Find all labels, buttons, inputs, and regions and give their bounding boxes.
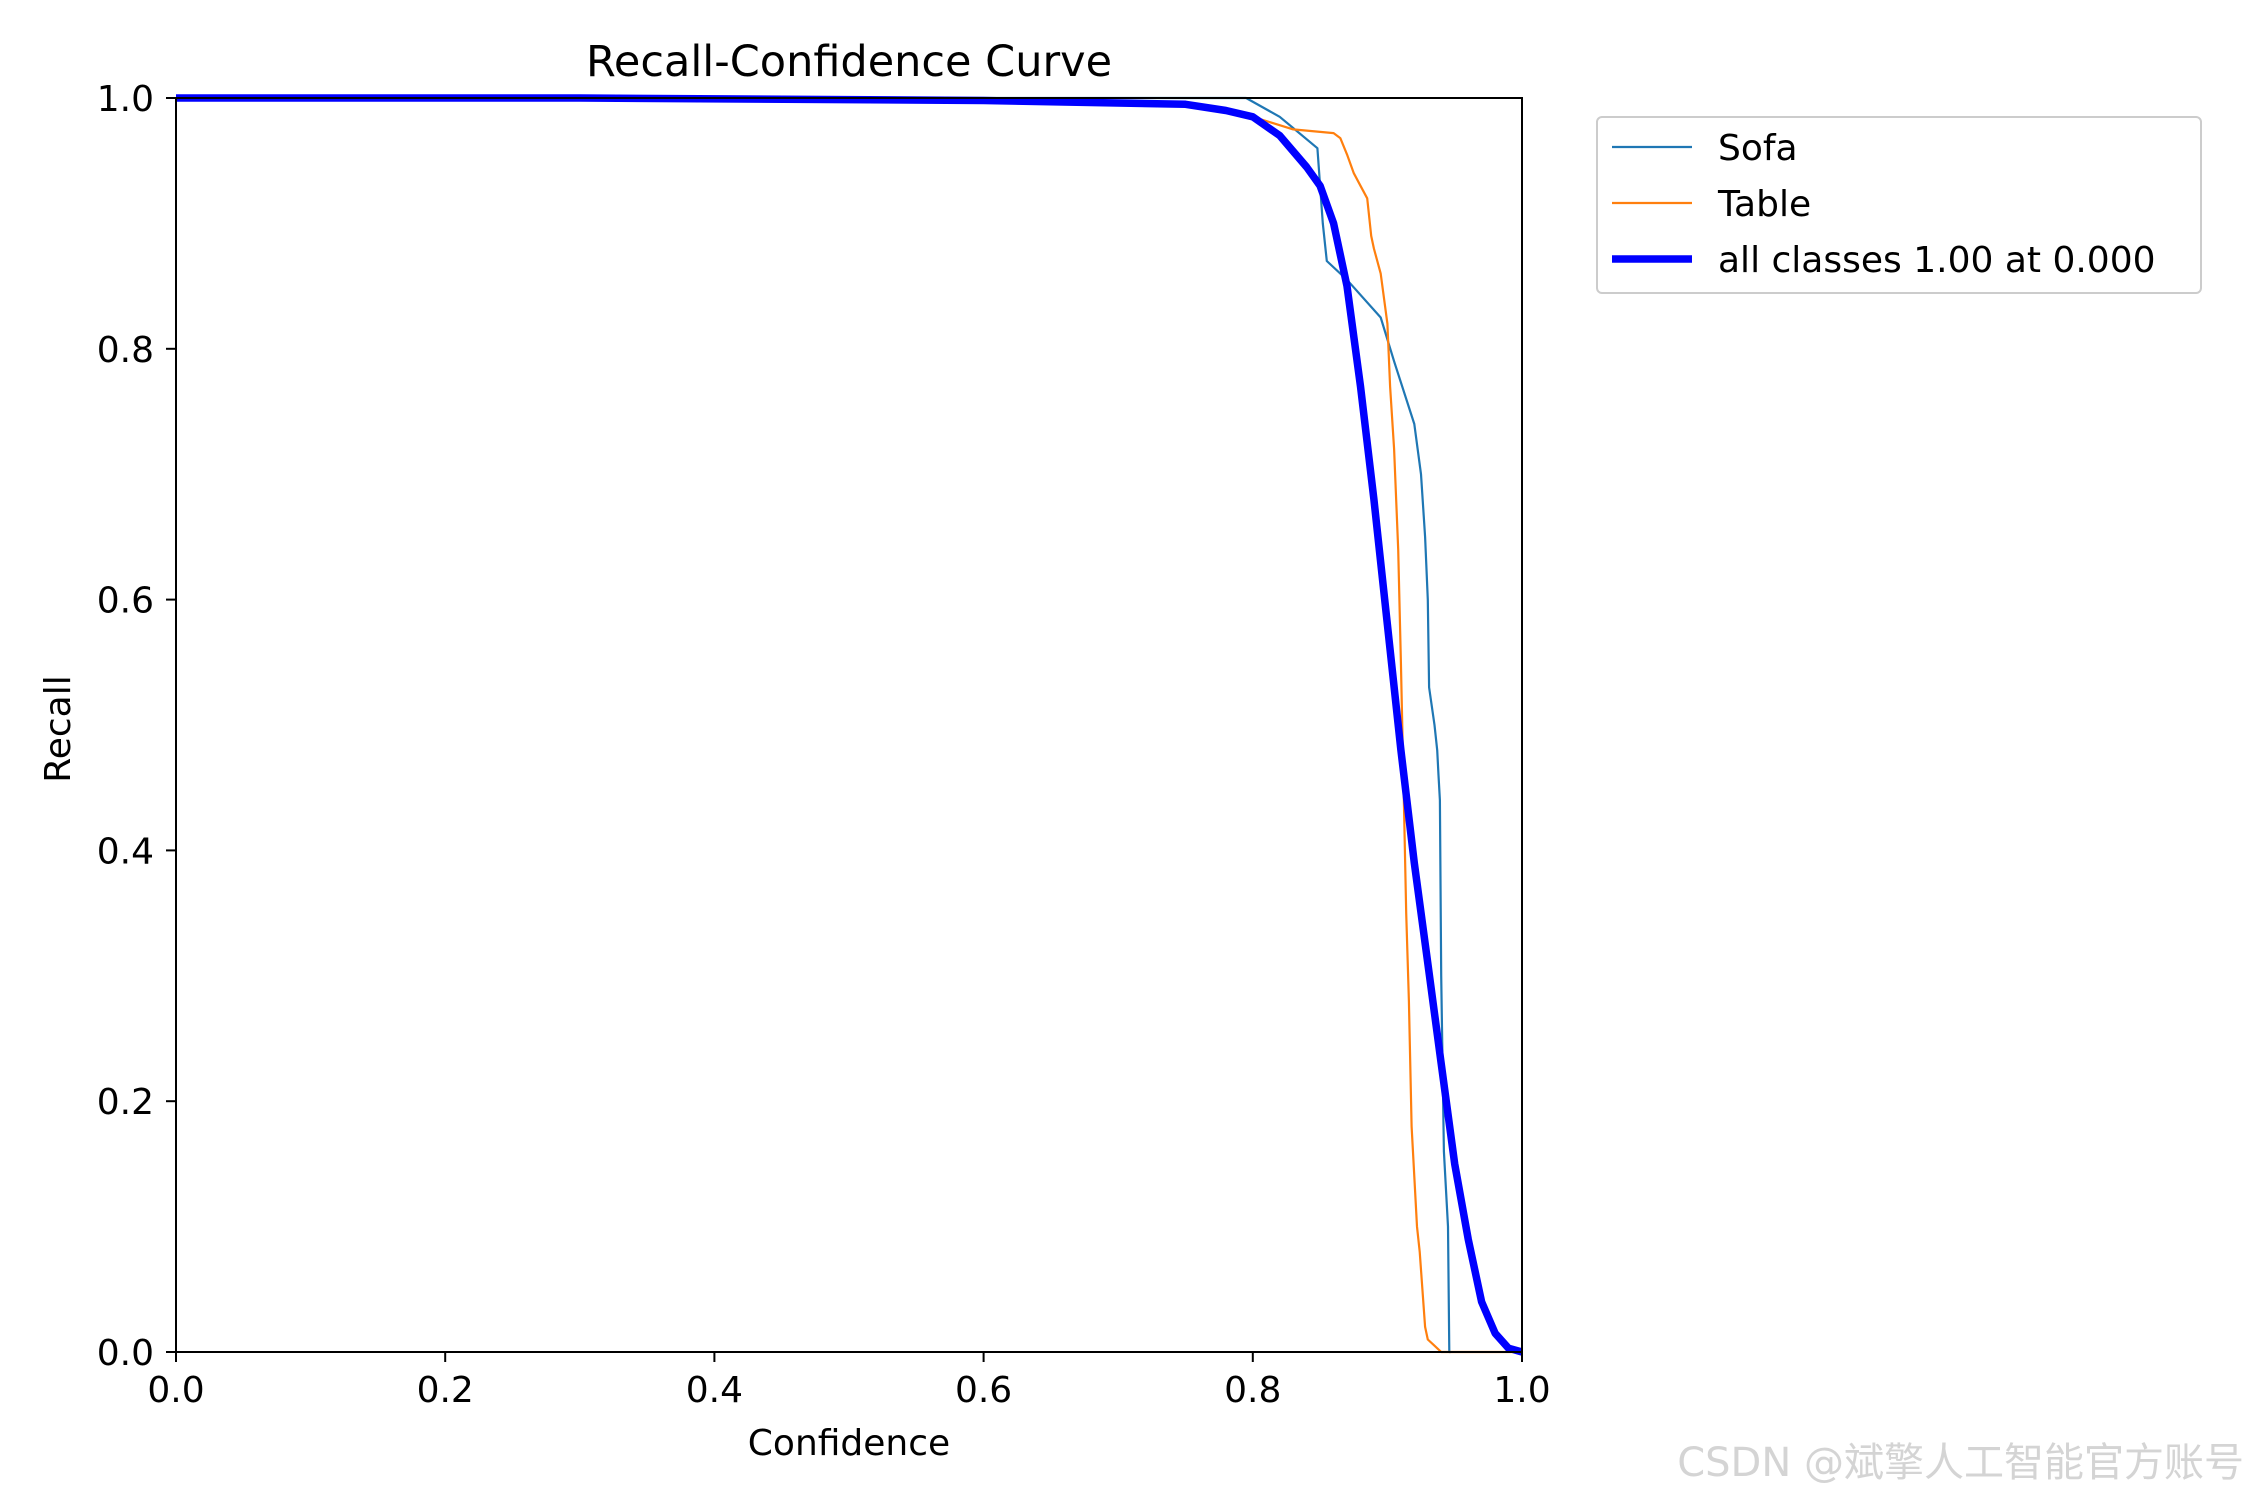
y-tick-label: 0.0 <box>97 1333 154 1374</box>
legend: Sofa Table all classes 1.00 at 0.000 <box>1596 116 2202 294</box>
legend-box <box>1596 116 2202 294</box>
series-line-0 <box>176 96 1451 1354</box>
y-tick-label: 1.0 <box>97 79 154 120</box>
legend-label-0: Sofa <box>1718 128 1798 169</box>
axis-ticks: 0.0 0.2 0.4 0.6 0.8 1.0 0.0 0.2 0.4 0.6 0.8 1.0 <box>97 79 1551 1411</box>
legend-label-1: Table <box>1717 184 1811 225</box>
series-line-2 <box>176 94 1524 1356</box>
y-axis-label: Recall <box>38 675 79 782</box>
y-tick-label: 0.4 <box>97 831 154 872</box>
x-tick-label: 1.0 <box>1493 1370 1550 1411</box>
legend-label-2: all classes 1.00 at 0.000 <box>1718 240 2156 281</box>
y-tick-label: 0.6 <box>97 581 154 622</box>
y-tick-label: 0.8 <box>97 330 154 371</box>
x-tick-label: 0.0 <box>147 1370 204 1411</box>
x-tick-label: 0.2 <box>417 1370 474 1411</box>
plot-area <box>175 94 1524 1356</box>
x-tick-label: 0.6 <box>955 1370 1012 1411</box>
axes-frame <box>175 97 1523 1353</box>
x-tick-label: 0.8 <box>1224 1370 1281 1411</box>
series-line-1 <box>176 96 1522 1354</box>
y-tick-label: 0.2 <box>97 1082 154 1123</box>
x-axis-label: Confidence <box>748 1423 950 1464</box>
watermark: CSDN @斌擎人工智能官方账号 <box>1677 1440 2244 1486</box>
chart-title: Recall-Confidence Curve <box>586 37 1112 87</box>
x-tick-label: 0.4 <box>686 1370 743 1411</box>
